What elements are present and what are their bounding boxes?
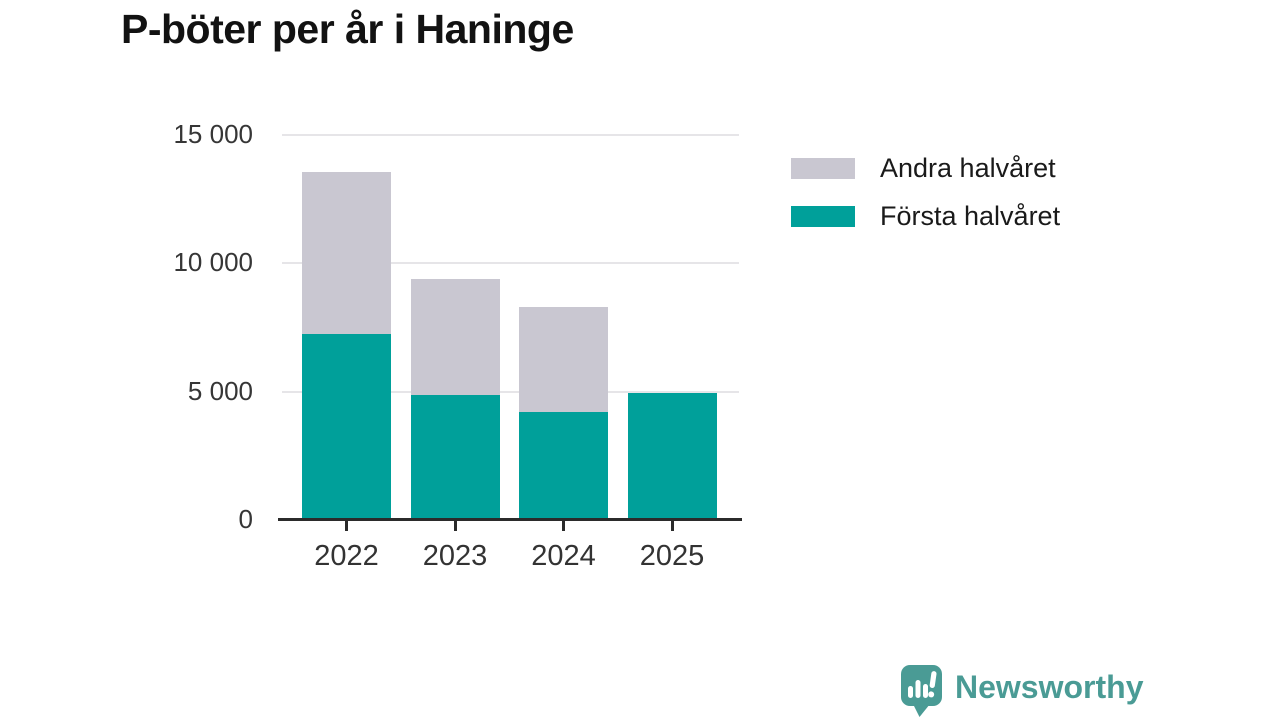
bar-segment-andra-2024 — [519, 306, 608, 413]
bar-segment-första-2023 — [410, 394, 500, 520]
x-tick-2024 — [562, 521, 565, 531]
legend: Andra halvåret Första halvåret — [791, 153, 1060, 249]
legend-item: Första halvåret — [791, 201, 1060, 232]
x-axis-label-2022: 2022 — [314, 540, 379, 572]
x-axis-label-2025: 2025 — [639, 540, 705, 572]
x-tick-2022 — [345, 521, 348, 531]
bar-segment-andra-2022 — [302, 172, 391, 334]
y-axis-label: 15 000 — [173, 119, 253, 149]
gridline-15000 — [282, 134, 739, 136]
brand-footer: Newsworthy — [901, 665, 1143, 717]
bar-segment-första-2022 — [302, 333, 391, 520]
gridline-10000 — [282, 262, 739, 265]
legend-swatch — [791, 206, 855, 227]
legend-item: Andra halvåret — [791, 153, 1060, 184]
legend-label: Andra halvåret — [880, 153, 1056, 183]
x-tick-2023 — [453, 521, 457, 531]
gridline-5000 — [282, 390, 739, 393]
bar-segment-första-2024 — [519, 412, 608, 520]
brand-name: Newsworthy — [955, 669, 1144, 705]
x-axis-line — [278, 518, 742, 521]
bar-segment-andra-2023 — [410, 278, 500, 395]
legend-swatch — [791, 158, 855, 179]
bar-segment-första-2025 — [627, 392, 717, 520]
x-tick-2025 — [670, 521, 674, 531]
y-axis-label: 0 — [238, 504, 253, 534]
legend-label: Första halvåret — [880, 201, 1061, 231]
x-axis-label-2023: 2023 — [422, 540, 488, 572]
y-axis-label: 10 000 — [173, 247, 253, 278]
y-axis-label: 5 000 — [187, 375, 253, 406]
chart-title: P-böter per år i Haninge — [121, 6, 574, 52]
newsworthy-logo-icon — [901, 665, 942, 717]
x-axis-label-2024: 2024 — [531, 540, 596, 572]
